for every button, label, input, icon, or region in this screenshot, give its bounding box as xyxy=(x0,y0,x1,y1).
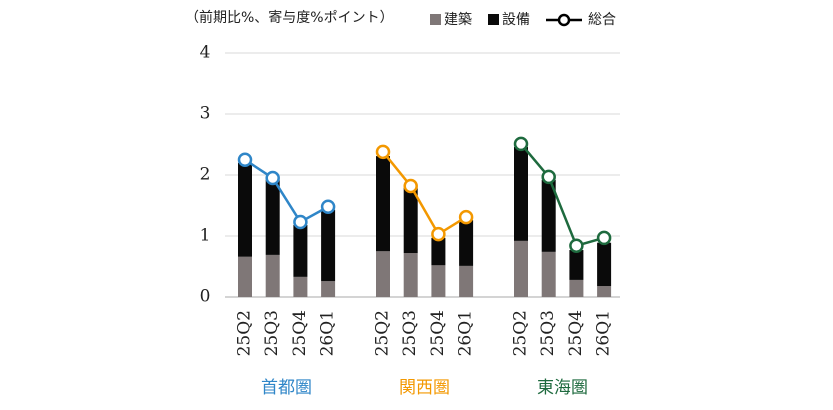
x-tick-label: 26Q1 xyxy=(594,310,614,356)
line-marker xyxy=(569,238,584,254)
bar xyxy=(321,281,336,297)
line xyxy=(382,151,467,236)
line-marker xyxy=(541,169,556,185)
x-tick-label: 26Q1 xyxy=(456,310,476,356)
bar xyxy=(238,162,252,257)
bar xyxy=(403,187,418,254)
x-tick-label: 25Q3 xyxy=(262,310,282,356)
line-marker xyxy=(237,152,253,167)
bar xyxy=(265,254,280,297)
line xyxy=(520,143,605,248)
bar xyxy=(265,179,280,255)
bar xyxy=(459,220,474,266)
bar xyxy=(376,156,390,252)
line-marker xyxy=(293,214,308,230)
y-tick-label: 2 xyxy=(200,165,211,185)
line-marker xyxy=(320,199,336,214)
bar xyxy=(541,179,556,252)
x-tick-label: 25Q4 xyxy=(290,310,310,356)
x-tick-label: 25Q2 xyxy=(373,310,393,356)
x-tick-label: 26Q1 xyxy=(318,310,338,356)
legend-label: 建築 xyxy=(444,12,472,28)
line-marker xyxy=(403,178,418,194)
chart-title: （前期比%、寄与度%ポイント） xyxy=(185,9,394,26)
y-tick-label: 0 xyxy=(200,287,211,307)
legend-marker xyxy=(557,13,571,27)
x-tick-label: 25Q4 xyxy=(428,310,448,356)
bar xyxy=(514,240,528,297)
bar xyxy=(293,225,308,277)
group-label: 東海圏 xyxy=(537,378,588,398)
bar xyxy=(431,237,446,266)
bar xyxy=(293,276,308,297)
bar xyxy=(569,279,584,297)
bar xyxy=(403,253,418,297)
bar xyxy=(459,265,474,297)
line xyxy=(244,158,329,224)
line-marker xyxy=(458,209,474,225)
line-marker xyxy=(265,170,280,186)
line-marker xyxy=(375,144,391,160)
x-tick-label: 25Q2 xyxy=(511,310,531,356)
bar xyxy=(597,286,612,297)
line-marker xyxy=(596,230,612,246)
group-label: 首都圏 xyxy=(261,378,312,398)
y-tick-label: 4 xyxy=(200,43,211,63)
line-marker xyxy=(431,226,446,242)
bar xyxy=(321,209,336,282)
legend-label: 設備 xyxy=(502,12,530,28)
x-tick-label: 25Q2 xyxy=(235,310,255,356)
legend-swatch xyxy=(488,14,499,25)
bar xyxy=(238,256,252,297)
group-label: 関西圏 xyxy=(399,378,450,398)
bar xyxy=(376,251,390,297)
bar xyxy=(431,265,446,297)
bar xyxy=(514,146,528,241)
bar xyxy=(541,251,556,297)
x-tick-label: 25Q4 xyxy=(566,310,586,356)
line-marker xyxy=(513,136,529,152)
x-tick-label: 25Q3 xyxy=(400,310,420,356)
x-tick-label: 25Q3 xyxy=(538,310,558,356)
bar xyxy=(597,242,612,287)
y-tick-label: 1 xyxy=(200,226,211,246)
bar xyxy=(569,250,584,280)
y-tick-label: 3 xyxy=(200,104,211,124)
legend-swatch xyxy=(430,14,441,25)
legend-label: 総合 xyxy=(588,12,616,28)
